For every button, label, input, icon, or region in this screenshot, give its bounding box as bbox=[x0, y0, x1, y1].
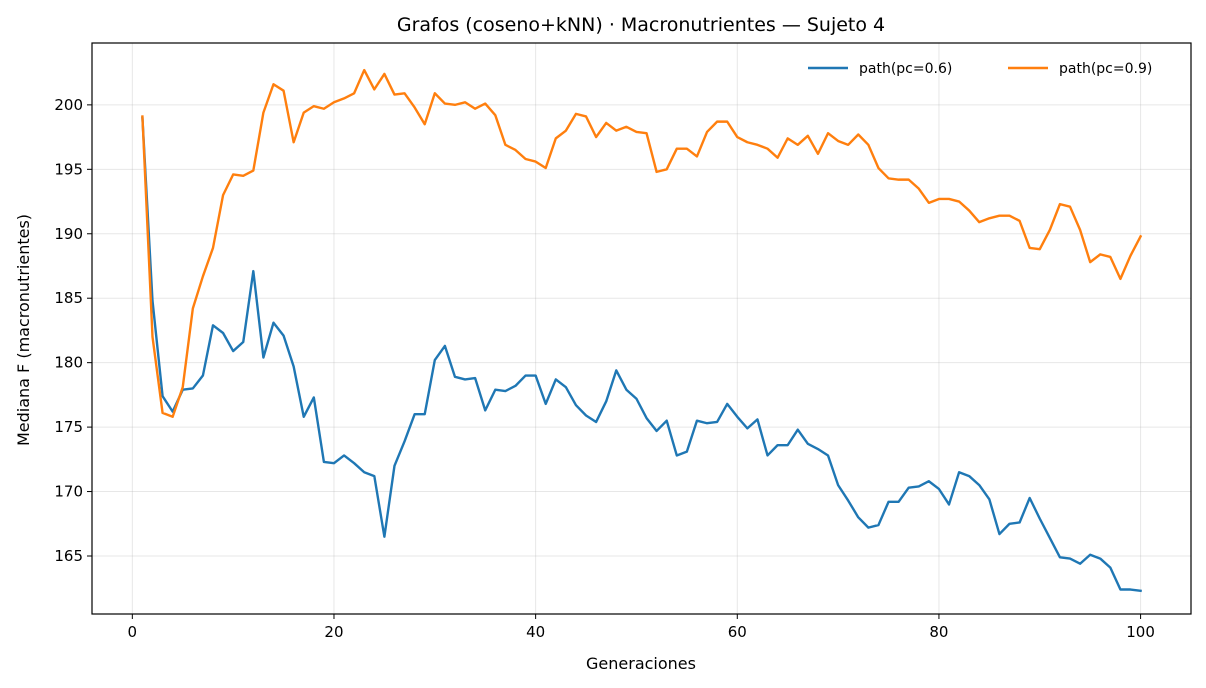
x-axis-label: Generaciones bbox=[586, 654, 696, 673]
legend-entry-label: path(pc=0.9) bbox=[1059, 61, 1152, 77]
y-axis-label: Mediana F (macronutrientes) bbox=[14, 214, 33, 446]
x-tick-label: 60 bbox=[728, 623, 747, 641]
grid bbox=[92, 43, 1191, 614]
chart-title: Grafos (coseno+kNN) · Macronutrientes — … bbox=[397, 14, 885, 36]
x-tick-label: 100 bbox=[1126, 623, 1155, 641]
y-tick-label: 200 bbox=[54, 96, 83, 114]
legend: path(pc=0.6) path(pc=0.9) bbox=[808, 61, 1152, 77]
series-line-1 bbox=[141, 116, 1142, 593]
y-tick-label: 190 bbox=[54, 225, 83, 243]
y-tick-label: 195 bbox=[54, 160, 83, 178]
y-tick-label: 175 bbox=[54, 418, 83, 436]
y-tick-label: 165 bbox=[54, 547, 83, 565]
x-tick-label: 0 bbox=[128, 623, 138, 641]
series-line-2 bbox=[141, 68, 1143, 418]
y-tick-label: 180 bbox=[54, 354, 83, 372]
x-tick-label: 40 bbox=[526, 623, 545, 641]
plot-frame bbox=[91, 42, 1192, 615]
series-lines bbox=[141, 68, 1143, 593]
x-axis-ticks: 0 20 40 60 80 100 bbox=[128, 614, 1155, 641]
y-tick-label: 185 bbox=[54, 289, 83, 307]
x-tick-label: 80 bbox=[929, 623, 948, 641]
y-tick-label: 170 bbox=[54, 483, 83, 501]
x-tick-label: 20 bbox=[324, 623, 343, 641]
legend-entry-label: path(pc=0.6) bbox=[859, 61, 952, 77]
y-axis-ticks: 165 170 175 180 185 190 195 200 bbox=[54, 96, 92, 565]
